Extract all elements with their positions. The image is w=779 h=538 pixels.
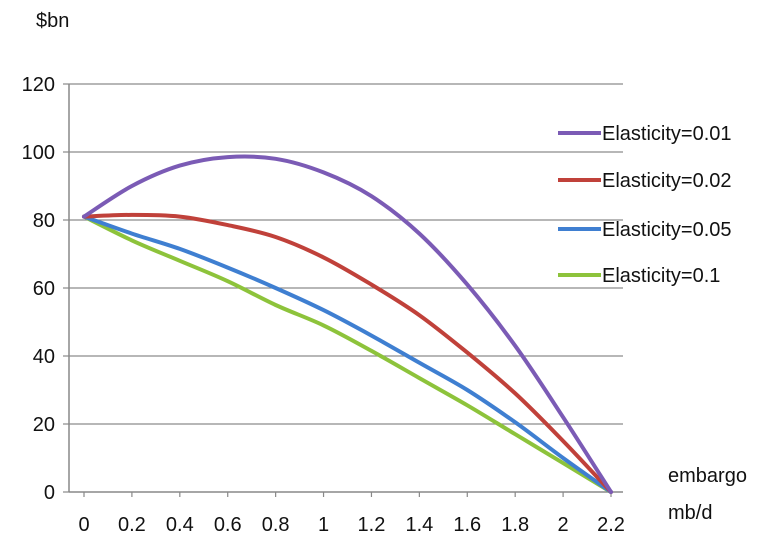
x-tick-label: 0.6 — [214, 514, 242, 536]
x-tick-label: 1.6 — [453, 514, 481, 536]
x-tick-label: 1.4 — [405, 514, 433, 536]
x-tick-label: 1.8 — [501, 514, 529, 536]
series-line-3 — [82, 214, 613, 494]
y-tick-label: 120 — [22, 74, 55, 96]
y-tick-label: 40 — [33, 346, 55, 368]
x-tick-label: 0.2 — [118, 514, 146, 536]
y-tick-label: 20 — [33, 414, 55, 436]
x-tick-label: 2 — [558, 514, 569, 536]
legend-label: Elasticity=0.02 — [602, 170, 732, 192]
legend-label: Elasticity=0.1 — [602, 265, 720, 287]
x-tick-label: 0.8 — [262, 514, 290, 536]
x-axis-title-line1: embargo — [668, 465, 747, 487]
x-tick-label: 0 — [78, 514, 89, 536]
x-tick-label: 1.2 — [358, 514, 386, 536]
y-tick-label: 80 — [33, 210, 55, 232]
y-tick-label: 60 — [33, 278, 55, 300]
x-tick-label: 0.4 — [166, 514, 194, 536]
y-tick-label: 0 — [44, 482, 55, 504]
series-line-1 — [82, 154, 613, 494]
y-tick-labels: 0 20 40 60 80 100 120 — [22, 74, 69, 504]
legend-label: Elasticity=0.01 — [602, 123, 732, 145]
y-axis-title: $bn — [36, 10, 69, 32]
grid-lines — [69, 83, 623, 425]
series-lines — [82, 154, 613, 494]
y-tick-label: 100 — [22, 142, 55, 164]
series-line-2 — [82, 212, 613, 494]
series-line-4 — [82, 214, 613, 494]
x-tick-label: 1 — [318, 514, 329, 536]
legend: Elasticity=0.01 Elasticity=0.02 Elasticity… — [558, 123, 732, 287]
legend-label: Elasticity=0.05 — [602, 219, 732, 241]
x-tick-label: 2.2 — [597, 514, 625, 536]
x-tick-labels: 0 0.2 0.4 0.6 0.8 1 1.2 1.4 1.6 1.8 2 2.2 — [78, 492, 625, 536]
x-axis-title-line2: mb/d — [668, 502, 712, 524]
